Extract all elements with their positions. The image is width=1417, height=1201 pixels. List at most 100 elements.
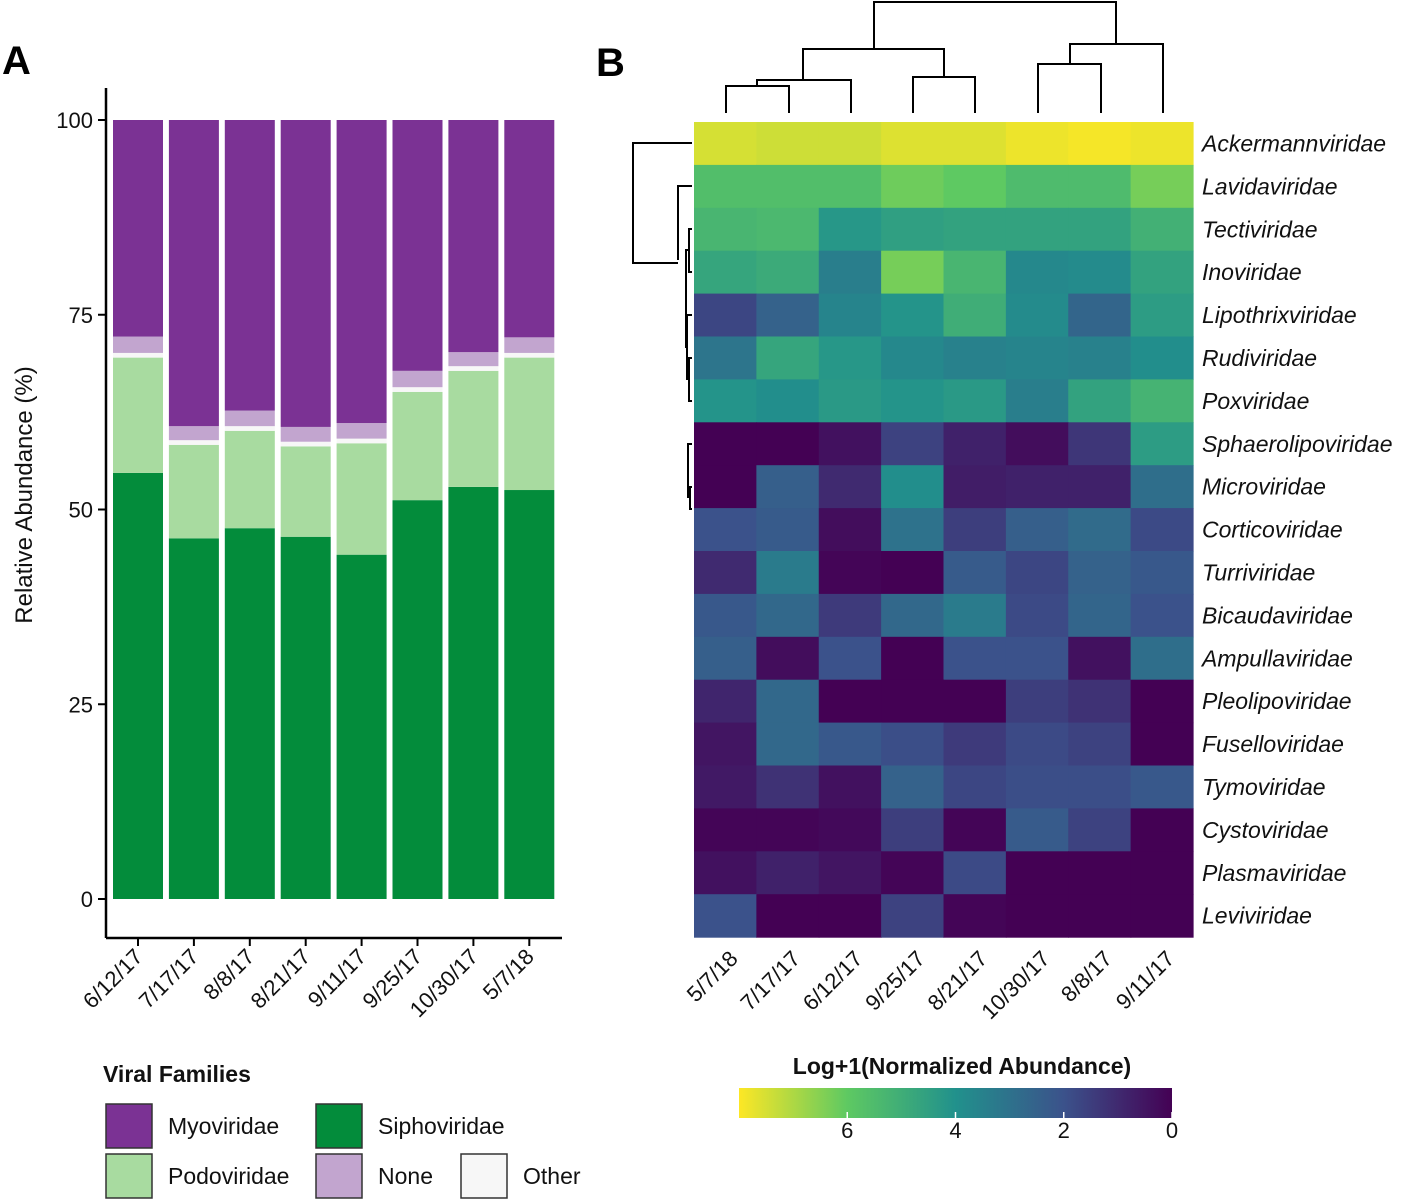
heatmap-cell (1130, 636, 1194, 681)
colorbar: Log+1(Normalized Abundance) 6 4 2 0 (739, 1053, 1178, 1143)
heatmap-cell (1130, 851, 1194, 895)
heatmap-cell (1005, 636, 1069, 681)
heatmap-cell (1005, 679, 1069, 724)
heatmap-cell (694, 336, 757, 380)
heatmap-cell (881, 250, 945, 295)
heatmap-cell (943, 593, 1007, 638)
heatmap-cell (1005, 894, 1069, 938)
heatmap-cell (1005, 808, 1069, 852)
panel-a-stacked-bar-chart: 0 25 50 75 100 6/12/177/17/178/8/178/21/179/… (11, 88, 581, 1199)
bar-segment-siphoviridae (448, 486, 499, 899)
heatmap-cell (818, 422, 882, 466)
legend-swatch-none (315, 1153, 363, 1199)
heatmap-cell (943, 808, 1007, 852)
heatmap-cell (1068, 679, 1132, 724)
heatmap-cell (943, 765, 1007, 809)
heatmap-cell (756, 679, 820, 724)
heatmap-cell (694, 894, 757, 938)
colorbar-tick-label: 6 (841, 1118, 853, 1143)
row-dendrogram (632, 142, 692, 510)
heatmap-cell (881, 851, 945, 895)
heatmap-cell (943, 465, 1007, 509)
heatmap-cell (1130, 551, 1194, 595)
col-dendrogram-branch (873, 1, 1117, 49)
heatmap-cell (1130, 250, 1194, 295)
column-label: 9/11/17 (1111, 946, 1179, 1014)
heatmap-cell (943, 164, 1007, 209)
legend-label-podoviridae: Podoviridae (168, 1163, 289, 1189)
heatmap-cell (818, 379, 882, 423)
column-label: 7/17/17 (736, 946, 806, 1016)
x-tick-label: 6/12/17 (78, 944, 148, 1014)
row-label: Lipothrixviridae (1202, 302, 1357, 328)
heatmap-cell (1068, 894, 1132, 938)
bar-segment-myoviridae (336, 120, 387, 424)
heatmap-cell (756, 593, 820, 638)
heatmap-cell (1005, 851, 1069, 895)
heatmap-cell (694, 122, 757, 166)
heatmap-cell (881, 122, 945, 166)
legend-label-none: None (378, 1163, 433, 1189)
bar-segment-other (448, 366, 499, 371)
heatmap-cell (694, 765, 757, 809)
heatmap-cell (1068, 293, 1132, 338)
heatmap-cell (1068, 465, 1132, 509)
heatmap-cell (881, 293, 945, 338)
heatmap-cell (818, 765, 882, 809)
heatmap-cell (943, 250, 1007, 295)
heatmap-cell (1005, 336, 1069, 380)
heatmap-cell (694, 679, 757, 724)
heatmap-cell (756, 250, 820, 295)
panel-b-heatmap: Ackermannviridae Lavidaviridae Tectivirida… (632, 1, 1393, 1143)
heatmap-cell (1068, 551, 1132, 595)
bar-stack (336, 120, 387, 899)
heatmap-cell (881, 636, 945, 681)
heatmap-cell (756, 508, 820, 552)
row-label: Microviridae (1202, 474, 1326, 500)
row-label: Pleolipoviridae (1202, 688, 1352, 714)
x-tick-label: 8/21/17 (246, 944, 316, 1014)
bar-segment-siphoviridae (504, 490, 555, 899)
bar-segment-siphoviridae (336, 554, 387, 899)
colorbar-tick-label: 2 (1058, 1118, 1070, 1143)
bar-segment-other (280, 441, 331, 447)
col-dendrogram-branch (912, 76, 976, 113)
row-label: Fuselloviridae (1202, 731, 1344, 757)
bar-segment-siphoviridae (392, 500, 443, 899)
heatmap-cell (943, 679, 1007, 724)
bar-groups (113, 120, 555, 899)
row-label: Sphaerolipoviridae (1202, 431, 1393, 457)
col-dendrogram-branch (725, 85, 790, 113)
column-label: 10/30/17 (976, 946, 1054, 1024)
col-dendrogram-branch (756, 79, 852, 113)
row-labels: Ackermannviridae Lavidaviridae Tectivirida… (1200, 130, 1393, 928)
heatmap-cell (1068, 508, 1132, 552)
row-label: Leviviridae (1202, 903, 1312, 929)
row-dendrogram-branch (677, 185, 692, 260)
heatmap-cell (1005, 765, 1069, 809)
heatmap-cell (694, 164, 757, 209)
row-label: Ackermannviridae (1200, 130, 1386, 156)
y-tick-label: 0 (81, 887, 93, 912)
colorbar-tick-label: 0 (1166, 1118, 1178, 1143)
bar-segment-podoviridae (504, 357, 555, 491)
bar-segment-none (168, 426, 219, 441)
bar-stack (113, 120, 163, 899)
heatmap-cell (1130, 679, 1194, 724)
heatmap-cell (881, 722, 945, 767)
bar-segment-siphoviridae (113, 472, 163, 899)
row-dendrogram-branch (688, 228, 692, 273)
heatmap-cell (694, 293, 757, 338)
bar-segment-none (504, 337, 555, 353)
bar-segment-myoviridae (168, 120, 219, 427)
bar-segment-podoviridae (392, 391, 443, 501)
heatmap-cell (943, 379, 1007, 423)
row-label: Poxviridae (1202, 388, 1309, 414)
heatmap-cell (1068, 765, 1132, 809)
y-tick-label: 75 (69, 303, 93, 328)
heatmap-cell (1130, 293, 1194, 338)
bar-stack (280, 120, 331, 899)
heatmap-cell (943, 336, 1007, 380)
heatmap-cell (881, 336, 945, 380)
